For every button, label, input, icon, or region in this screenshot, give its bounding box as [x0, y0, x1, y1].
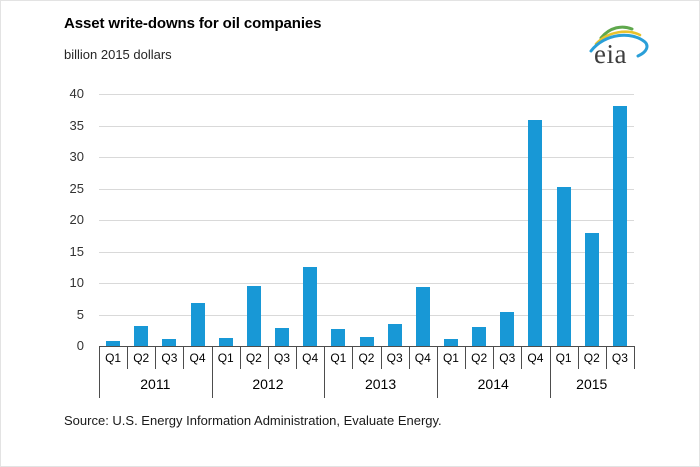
eia-logo-swoosh — [589, 25, 649, 58]
bar-q4-2014 — [528, 120, 543, 346]
bar-q3-2013 — [387, 323, 402, 346]
bar-q4-2012 — [303, 266, 318, 346]
x-axis-quarter-label: Q2 — [245, 351, 262, 365]
x-axis-quarter-label: Q2 — [583, 351, 600, 365]
x-axis-quarter-tick — [605, 346, 607, 369]
x-axis-quarter-label: Q2 — [358, 351, 375, 365]
y-axis-tick-label: 25 — [69, 180, 84, 196]
x-axis-quarter-tick — [239, 346, 241, 369]
x-axis-quarter-tick — [352, 346, 354, 369]
x-axis-year-tick — [99, 346, 100, 398]
x-axis-quarter-label: Q4 — [527, 351, 544, 365]
x-axis-quarter-tick — [267, 346, 269, 369]
x-axis-year-tick — [436, 346, 438, 398]
x-axis-quarter-tick — [465, 346, 467, 369]
bar-q1-2012 — [218, 338, 233, 346]
y-axis-tick-label: 30 — [69, 149, 84, 164]
x-axis-quarter-label: Q3 — [386, 351, 403, 365]
chart-title: Asset write-downs for oil companies — [64, 15, 322, 32]
bar-q1-2011 — [106, 340, 121, 346]
x-axis-quarter-tick — [183, 346, 185, 369]
x-axis-quarter-label: Q4 — [302, 351, 319, 365]
bar-q1-2015 — [556, 186, 571, 346]
eia-logo: eia — [587, 23, 653, 77]
y-axis-tick-label: 35 — [69, 117, 84, 133]
bar-q3-2012 — [275, 328, 290, 346]
x-axis-year-label: 2015 — [576, 376, 608, 392]
y-axis-tick-label: 20 — [69, 212, 84, 227]
x-axis-quarter-tick — [577, 346, 579, 369]
x-axis-year-tick — [549, 346, 551, 398]
x-axis-quarter-label: Q1 — [217, 351, 234, 365]
x-axis-year-label: 2011 — [140, 376, 171, 392]
x-axis-quarter-label: Q3 — [611, 351, 628, 365]
x-axis-quarter-label: Q3 — [274, 351, 291, 365]
x-axis-year-tick — [211, 346, 213, 398]
y-axis-tick-label: 40 — [69, 86, 84, 101]
x-axis-quarter-label: Q3 — [161, 351, 178, 365]
x-axis-quarter-label: Q4 — [189, 351, 206, 365]
y-axis-tick-label: 0 — [76, 338, 84, 353]
gridline — [99, 188, 634, 190]
source-note: Source: U.S. Energy Information Administ… — [64, 413, 442, 428]
bar-q4-2013 — [415, 287, 430, 346]
x-axis-quarter-label: Q1 — [442, 351, 459, 365]
x-axis-quarter-label: Q1 — [330, 351, 347, 365]
x-axis-line — [99, 346, 635, 347]
x-axis-quarter-tick — [127, 346, 129, 369]
x-axis-quarter-tick — [634, 346, 635, 369]
bar-q2-2014 — [472, 327, 487, 346]
y-axis-tick-label: 10 — [69, 275, 84, 290]
bar-q1-2013 — [331, 328, 346, 346]
x-axis-quarter-label: Q2 — [133, 351, 150, 365]
gridline — [99, 125, 634, 127]
x-axis-quarter-tick — [408, 346, 410, 369]
x-axis-quarter-tick — [521, 346, 523, 369]
bar-q3-2011 — [162, 339, 177, 346]
x-axis-quarter-label: Q2 — [471, 351, 488, 365]
x-axis-quarter-label: Q3 — [499, 351, 516, 365]
gridline — [99, 157, 634, 158]
bar-q2-2015 — [584, 232, 599, 346]
gridline — [99, 94, 634, 95]
x-axis-quarter-tick — [380, 346, 382, 369]
gridline — [99, 220, 634, 221]
x-axis-year-tick — [324, 346, 326, 398]
x-axis-quarter-tick — [296, 346, 298, 369]
x-axis-year-label: 2013 — [364, 376, 397, 392]
gridline — [99, 251, 634, 253]
bar-q2-2012 — [246, 285, 261, 346]
eia-logo-text: eia — [594, 39, 627, 69]
bar-q4-2011 — [190, 303, 205, 346]
bar-q3-2015 — [612, 105, 627, 346]
bar-q2-2013 — [359, 337, 374, 346]
y-axis-tick-label: 5 — [76, 306, 84, 322]
bar-q1-2014 — [443, 339, 458, 346]
bar-q3-2014 — [500, 311, 515, 346]
gridline — [99, 283, 634, 284]
x-axis-quarter-label: Q1 — [555, 351, 572, 365]
x-axis-quarter-tick — [155, 346, 157, 369]
x-axis-quarter-label: Q4 — [414, 351, 431, 365]
x-axis-quarter-label: Q1 — [105, 351, 122, 365]
x-axis-year-label: 2014 — [477, 376, 509, 392]
chart-subtitle: billion 2015 dollars — [64, 47, 172, 62]
x-axis-quarter-tick — [493, 346, 495, 369]
bar-q2-2011 — [134, 326, 149, 346]
gridline — [99, 314, 634, 316]
x-axis-year-label: 2012 — [252, 376, 284, 392]
y-axis-tick-label: 15 — [69, 243, 84, 259]
